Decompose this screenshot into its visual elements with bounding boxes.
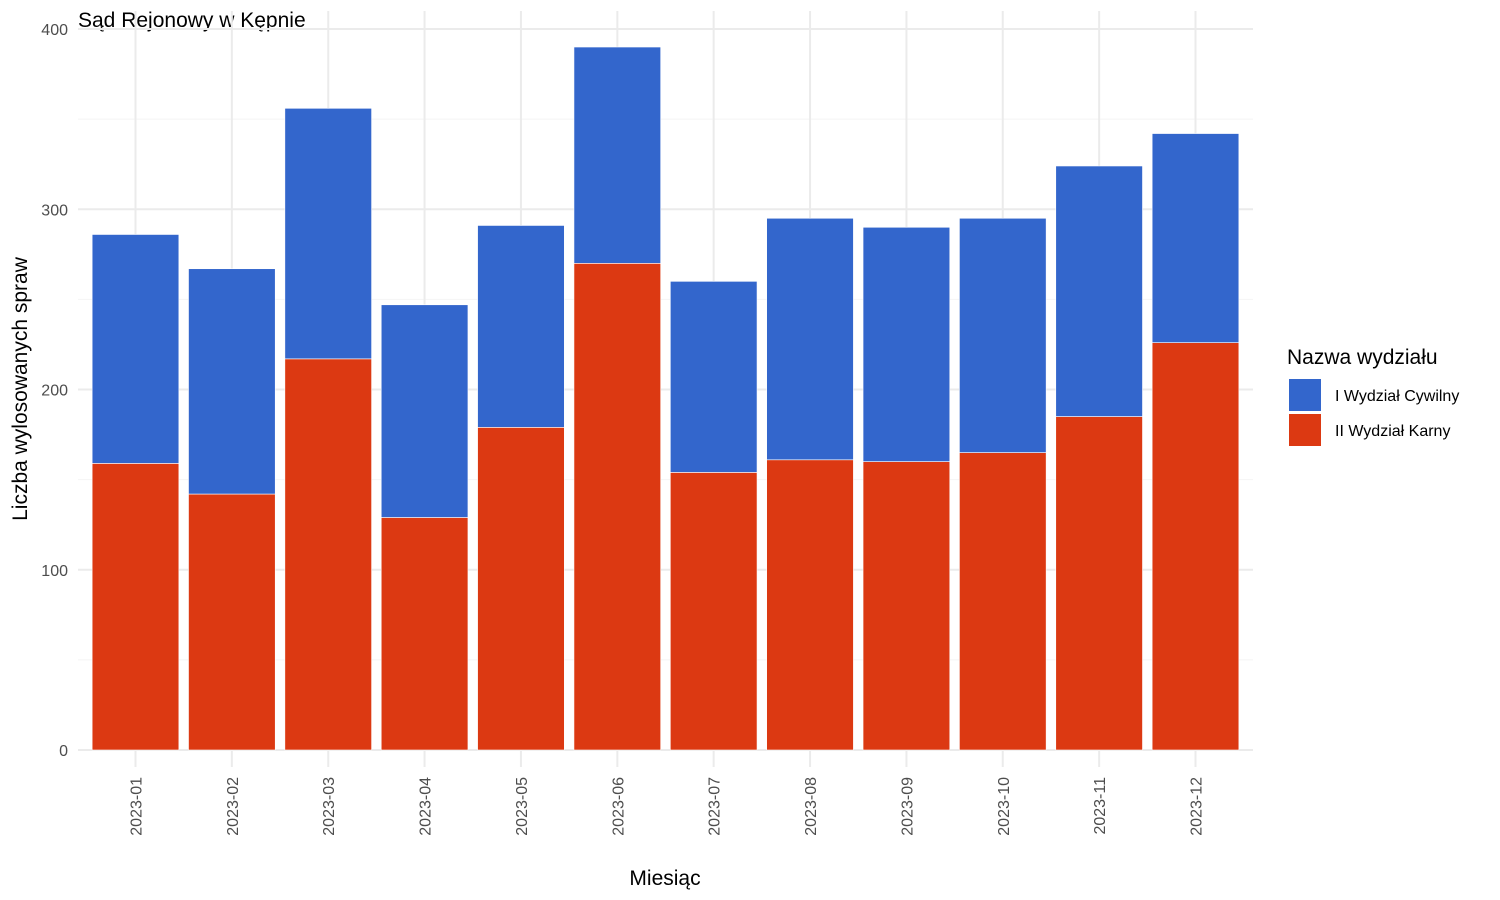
bars [91,46,1240,751]
bar-segment [284,358,372,751]
x-tick-label: 2023-06 [610,777,627,836]
legend-key [1289,414,1321,446]
bar-segment [573,263,661,751]
x-tick-label: 2023-01 [129,777,146,836]
bar-segment [91,463,180,751]
bar-segment [380,517,469,751]
bar-segment [862,461,951,751]
bar-segment [766,217,854,461]
x-axis-ticks: 2023-01 2023-02 2023-03 2023-04 2023-05 2023-… [129,777,1206,836]
legend-label: I Wydział Cywilny [1335,388,1459,405]
y-tick-label: 0 [59,743,68,760]
bar-segment [380,304,469,518]
x-tick-label: 2023-02 [225,777,242,836]
bar-segment [188,493,276,751]
y-tick-label: 200 [41,383,68,400]
bar-segment [91,234,180,464]
legend: Nazwa wydziału I Wydział Cywilny II Wydzi… [1287,346,1459,446]
bar-segment [477,427,565,751]
x-axis-title: Miesiąc [629,867,700,890]
x-tick-label: 2023-08 [803,777,820,836]
y-axis-title: Liczba wylosowanych spraw [9,256,32,521]
x-tick-label: 2023-03 [321,777,338,836]
bar-segment [670,281,758,473]
legend-label: II Wydział Karny [1335,423,1450,440]
bar-segment [1055,165,1143,417]
bar-segment [1055,416,1143,751]
y-axis-ticks: 0 100 200 300 400 [41,22,68,760]
bar-segment [862,226,951,462]
y-tick-label: 100 [41,563,68,580]
bar-segment [959,217,1047,453]
bar-segment [1151,342,1240,751]
y-tick-label: 400 [41,22,68,39]
x-tick-label: 2023-10 [996,777,1013,836]
x-tick-label: 2023-05 [514,777,531,836]
bar-segment [670,472,758,751]
bar-segment [959,452,1047,751]
bar-segment [1151,133,1240,343]
legend-title: Nazwa wydziału [1287,346,1438,369]
x-tick-label: 2023-11 [1092,777,1109,835]
x-tick-label: 2023-04 [418,777,435,836]
y-tick-label: 300 [41,202,68,219]
bar-segment [188,268,276,495]
bar-segment [477,225,565,428]
bar-segment [573,46,661,264]
legend-key [1289,379,1321,411]
bar-segment [284,108,372,360]
x-tick-label: 2023-07 [707,777,724,836]
x-tick-label: 2023-12 [1189,777,1206,836]
x-tick-label: 2023-09 [899,777,916,836]
bar-segment [766,459,854,751]
